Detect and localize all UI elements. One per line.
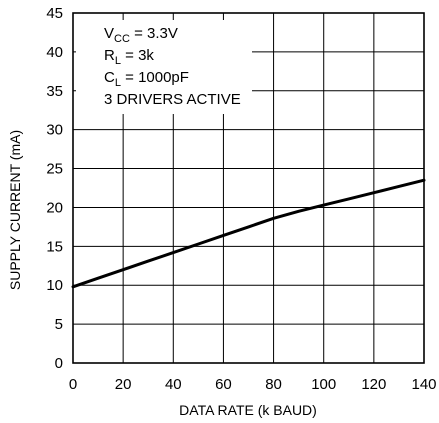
x-tick-label: 20 [115,376,132,393]
x-tick-label: 140 [411,376,436,393]
x-tick-label: 120 [361,376,386,393]
x-tick-label: 0 [69,376,77,393]
annotation-background [76,20,252,114]
y-tick-label: 30 [46,122,63,139]
y-tick-label: 45 [46,5,63,22]
x-tick-labels: 0 20 40 60 80 100 120 140 [69,376,437,393]
y-axis-label: SUPPLY CURRENT (mA) [7,130,23,290]
y-tick-labels: 0 5 10 15 20 25 30 35 40 45 [46,5,63,372]
annotation-cl: CL = 1000pF [104,69,189,89]
series-group [71,178,426,289]
x-tick-label: 40 [165,376,182,393]
annotation-drivers: 3 DRIVERS ACTIVE [104,91,241,108]
y-tick-label: 20 [46,199,63,216]
x-tick-label: 60 [215,376,232,393]
plot-frame [72,12,425,364]
x-tick-label: 100 [311,376,336,393]
x-axis-label: DATA RATE (k BAUD) [179,402,317,418]
x-tick-label: 80 [265,376,282,393]
y-tick-label: 0 [55,355,63,372]
annotation-vcc: VCC = 3.3V [104,25,178,45]
y-tick-label: 5 [55,316,63,333]
supply-current-line [71,178,426,289]
y-tick-label: 35 [46,83,63,100]
y-tick-label: 40 [46,44,63,61]
y-tick-label: 10 [46,277,63,294]
y-tick-label: 15 [46,238,63,255]
annotation-rl: RL = 3k [104,47,154,67]
y-tick-label: 25 [46,161,63,178]
